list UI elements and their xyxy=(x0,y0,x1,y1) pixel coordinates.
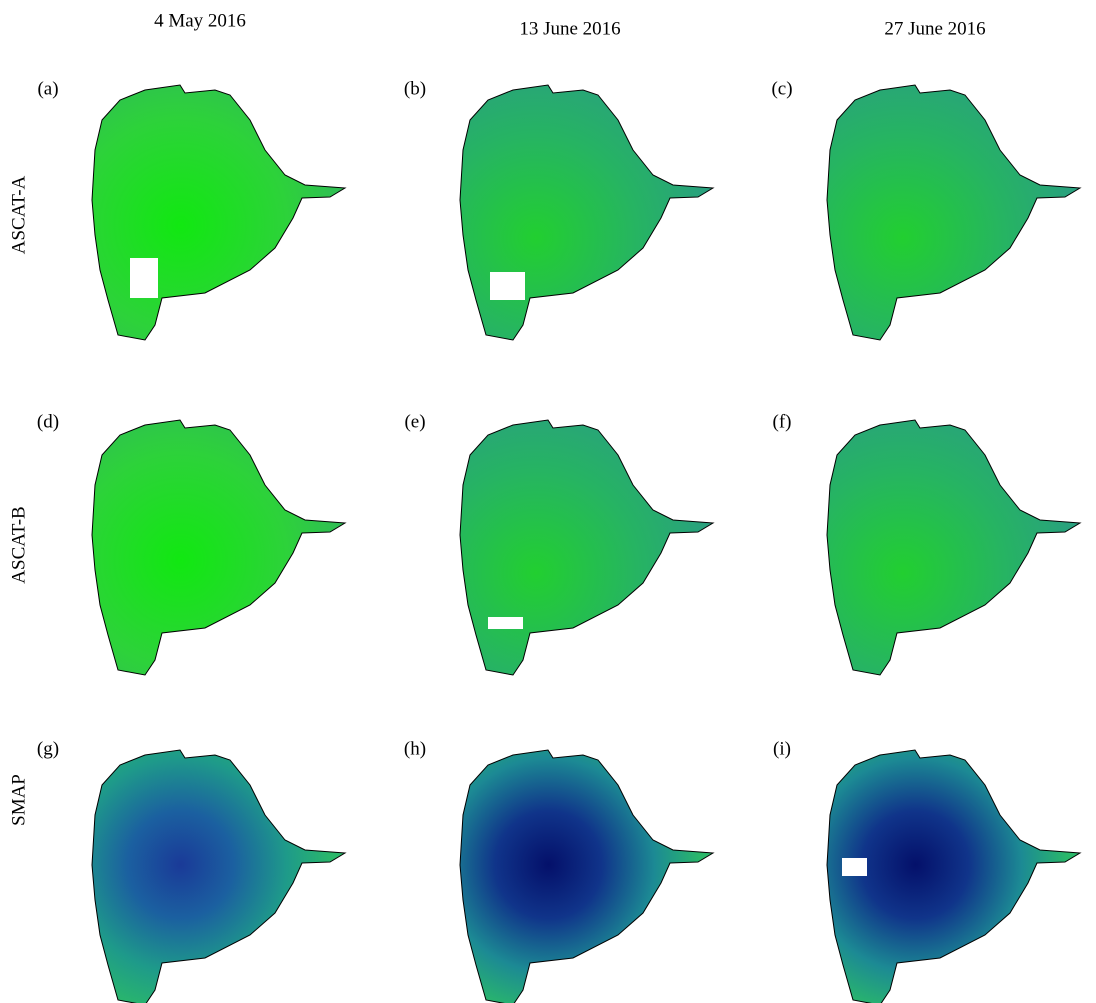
panel-label: (g) xyxy=(37,738,59,759)
column-title: 13 June 2016 xyxy=(519,18,620,39)
panel-label: (h) xyxy=(404,738,426,759)
map-panel xyxy=(91,84,346,341)
row-label: ASCAT-A xyxy=(8,175,29,254)
panel-label: (e) xyxy=(404,411,425,432)
row-label: ASCAT-B xyxy=(8,506,29,583)
map-panel xyxy=(91,419,346,676)
map-panel xyxy=(91,749,346,1003)
column-title: 27 June 2016 xyxy=(884,18,985,39)
no-data-patch xyxy=(130,258,158,298)
panel-label: (c) xyxy=(771,78,792,99)
row-label: SMAP xyxy=(8,774,29,826)
panel-label: (b) xyxy=(404,78,426,99)
panel-label: (a) xyxy=(37,78,58,99)
map-panel xyxy=(826,419,1081,676)
map-panel xyxy=(459,419,714,676)
column-title: 4 May 2016 xyxy=(154,10,246,31)
panel-label: (d) xyxy=(37,411,59,432)
no-data-patch xyxy=(490,272,525,300)
map-panel xyxy=(826,84,1081,341)
no-data-patch xyxy=(488,617,523,629)
panel-label: (i) xyxy=(773,738,791,759)
map-panel xyxy=(459,84,714,341)
panel-label: (f) xyxy=(773,411,792,432)
map-panel xyxy=(459,749,714,1003)
map-panel xyxy=(826,749,1081,1003)
no-data-patch xyxy=(842,858,867,876)
